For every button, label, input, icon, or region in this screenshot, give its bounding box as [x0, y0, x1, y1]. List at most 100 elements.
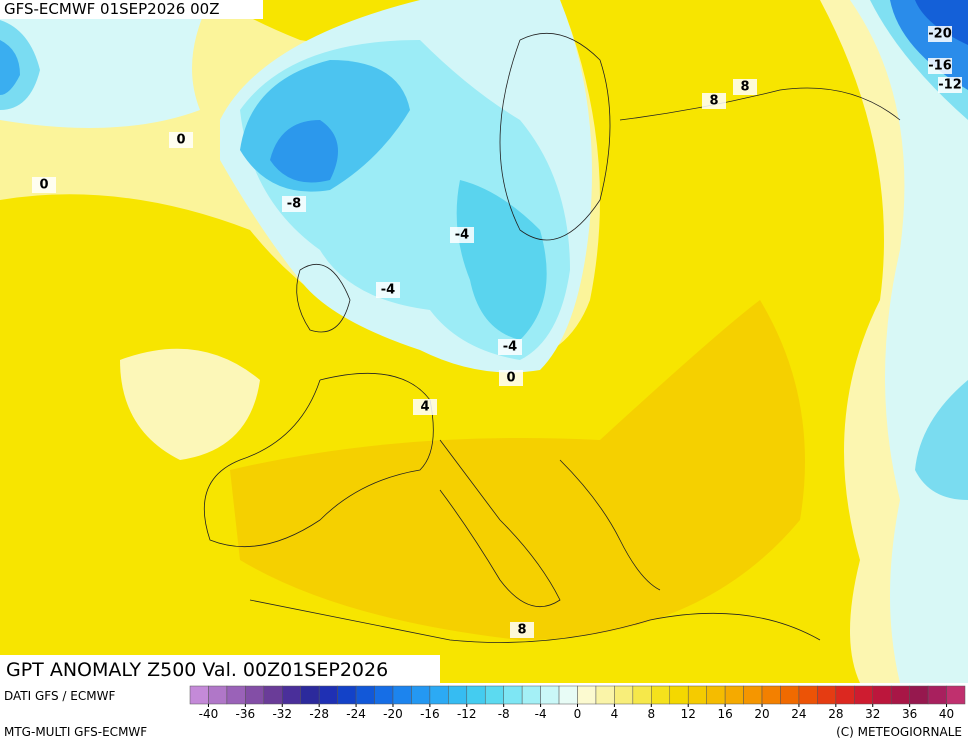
colorbar-tick-label: -4 — [535, 707, 547, 721]
contour-label: -20 — [928, 27, 952, 42]
colorbar-swatch — [890, 685, 910, 705]
colorbar-swatch — [392, 685, 412, 705]
contour-label-box — [938, 77, 962, 93]
colorbar-swatch — [374, 685, 394, 705]
contour-label: 0 — [39, 178, 48, 193]
colorbar-swatch — [614, 685, 634, 705]
colorbar-tick-label: -12 — [457, 707, 477, 721]
contour-label-box — [499, 370, 523, 386]
colorbar-swatch — [946, 685, 966, 705]
colorbar-swatch — [540, 685, 560, 705]
colorbar-tick-label: -8 — [498, 707, 510, 721]
colorbar-tick-label: 28 — [828, 707, 843, 721]
contour-label: -4 — [455, 228, 469, 243]
contour-label: 8 — [740, 80, 749, 95]
colorbar-tick-label: 20 — [754, 707, 769, 721]
contour-label-box — [376, 282, 400, 298]
footer-title: GPT ANOMALY Z500 Val. 00Z01SEP2026 — [6, 659, 388, 681]
colorbar-swatch — [595, 685, 615, 705]
coastlines — [203, 33, 901, 643]
colorbar-swatch — [558, 685, 578, 705]
colorbar-tick-label: 24 — [791, 707, 806, 721]
colorbar-swatch — [835, 685, 855, 705]
colorbar-tick-label: 8 — [647, 707, 655, 721]
footer-title-box — [0, 655, 440, 683]
colorbar-tick-label: 32 — [865, 707, 880, 721]
contour-label-box — [510, 622, 534, 638]
colorbar-swatch — [245, 685, 265, 705]
colorbar-tick-label: -32 — [272, 707, 292, 721]
colorbar-swatch — [706, 685, 726, 705]
colorbar-tick-label: -16 — [420, 707, 440, 721]
colorbar-swatch — [909, 685, 929, 705]
colorbar-swatch — [448, 685, 468, 705]
anomaly-area — [270, 120, 338, 183]
contour-label-box — [413, 399, 437, 415]
colorbar-swatch — [208, 685, 228, 705]
colorbar-swatch — [577, 685, 597, 705]
colorbar-swatch — [466, 685, 486, 705]
contour-label-box — [733, 79, 757, 95]
copyright: (C) METEOGIORNALE — [836, 725, 962, 739]
colorbar-swatch — [263, 685, 283, 705]
anomaly-area — [230, 300, 805, 640]
colorbar-swatch — [632, 685, 652, 705]
contour-label: 4 — [420, 400, 429, 415]
colorbar-swatch — [503, 685, 523, 705]
contour-label: -12 — [938, 78, 962, 93]
colorbar-tick-label: -36 — [236, 707, 256, 721]
colorbar-tick-label: 4 — [611, 707, 619, 721]
header-title: GFS-ECMWF 01SEP2026 00Z — [4, 0, 219, 18]
colorbar-swatch — [429, 685, 449, 705]
colorbar-swatch — [300, 685, 320, 705]
colorbar-swatch — [355, 685, 375, 705]
contour-label: -16 — [928, 59, 952, 74]
colorbar-tick-label: -40 — [199, 707, 219, 721]
colorbar-tick-label: 16 — [717, 707, 732, 721]
colorbar-swatch — [854, 685, 873, 705]
colorbar-swatch — [669, 685, 689, 705]
contour-label-box — [702, 93, 726, 109]
colorbar-tick-label: 40 — [939, 707, 954, 721]
colorbar-swatch — [282, 685, 301, 705]
colorbar-tick-label: -24 — [346, 707, 366, 721]
colorbar-swatch — [724, 685, 744, 705]
colorbar-swatch — [411, 685, 431, 705]
contour-label: -4 — [503, 340, 517, 355]
anomaly-area — [0, 0, 210, 128]
model: MTG-MULTI GFS-ECMWF — [4, 725, 147, 739]
colorbar-swatch — [743, 685, 763, 705]
contour-label-box — [928, 58, 952, 74]
contour-label: 8 — [709, 94, 718, 109]
colorbar-swatch — [189, 685, 209, 705]
contour-label: 0 — [176, 133, 185, 148]
contour-label: 8 — [517, 623, 526, 638]
colorbar-tick-label: -28 — [309, 707, 329, 721]
source: DATI GFS / ECMWF — [4, 689, 115, 703]
colorbar-swatch — [337, 685, 357, 705]
header-box — [0, 0, 263, 19]
colorbar-swatch — [318, 685, 338, 705]
contour-label-box — [169, 132, 193, 148]
colorbar-tick-label: -20 — [383, 707, 403, 721]
colorbar-tick-label: 36 — [902, 707, 917, 721]
colorbar-tick-label: 12 — [681, 707, 696, 721]
colorbar-swatch — [226, 685, 246, 705]
colorbar-swatch — [687, 685, 707, 705]
anomaly-area — [915, 380, 968, 500]
contour-label-box — [498, 339, 522, 355]
colorbar-swatch — [798, 685, 818, 705]
colorbar-swatch — [761, 685, 781, 705]
colorbar-swatch — [484, 685, 504, 705]
colorbar-swatch — [651, 685, 671, 705]
contour-label: 0 — [506, 371, 515, 386]
anomaly-area — [850, 0, 968, 683]
contour-label-box — [282, 196, 306, 212]
anomaly-area — [915, 0, 968, 45]
anomaly-area — [0, 40, 20, 95]
colorbar-tick-label: 0 — [574, 707, 582, 721]
colorbar-swatch — [780, 685, 800, 705]
contour-label: -4 — [381, 283, 395, 298]
colorbar-swatch — [927, 685, 947, 705]
